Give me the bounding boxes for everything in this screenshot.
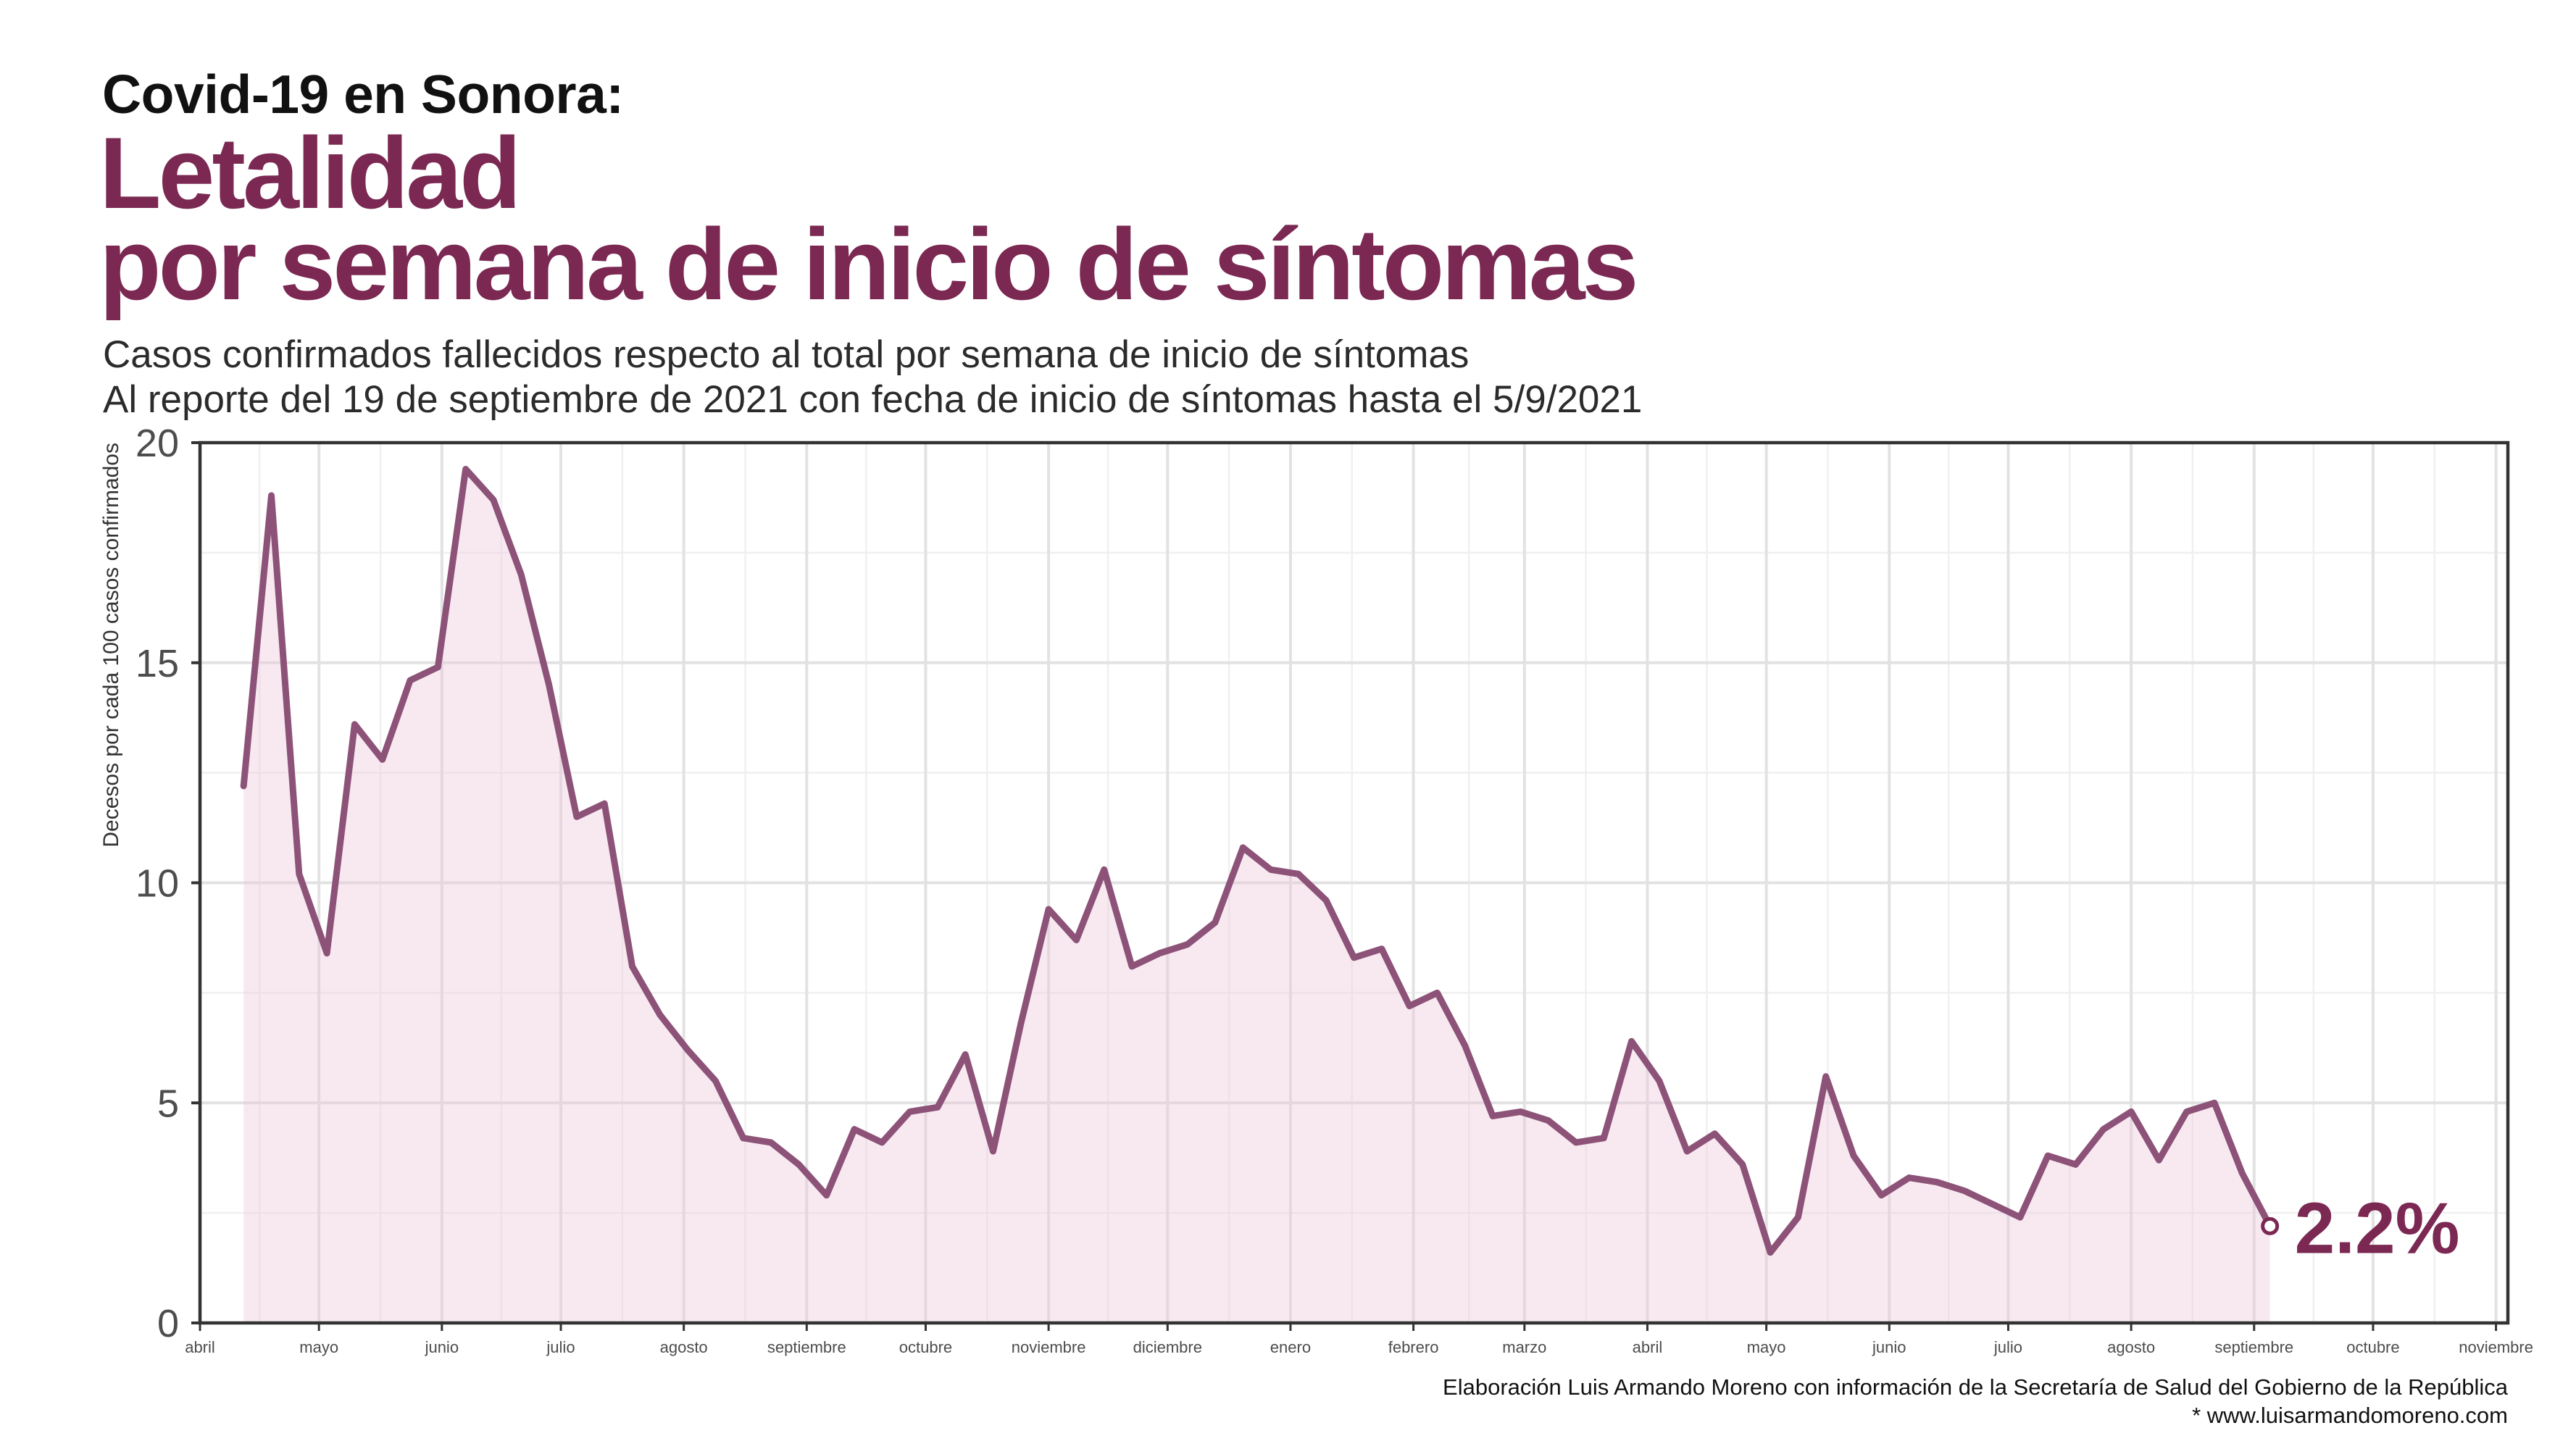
- x-tick-label: enero: [1270, 1338, 1311, 1356]
- x-tick-label: junio: [425, 1338, 459, 1356]
- x-tick-label: noviembre: [2459, 1338, 2533, 1356]
- x-tick-label: noviembre: [1012, 1338, 1086, 1356]
- x-tick-label: octubre: [899, 1338, 952, 1356]
- y-tick-label: 5: [157, 1082, 179, 1125]
- kicker-title: Covid-19 en Sonora:: [102, 64, 624, 125]
- series-area: [243, 469, 2270, 1324]
- main-title-line-2: por semana de inicio de síntomas: [99, 207, 1638, 321]
- end-value-label: 2.2%: [2295, 1187, 2460, 1269]
- series-line: [240, 465, 2274, 1256]
- caption-credit: Elaboración Luis Armando Moreno con info…: [1443, 1374, 2508, 1400]
- y-tick-label: 10: [136, 862, 179, 906]
- x-tick-label: julio: [546, 1338, 575, 1356]
- y-axis-title: Decesos por cada 100 casos confirmados: [99, 443, 123, 848]
- subtitle-line-2: Al reporte del 19 de septiembre de 2021 …: [103, 378, 1643, 421]
- x-tick-label: abril: [185, 1338, 215, 1356]
- x-tick-label: octubre: [2346, 1338, 2399, 1356]
- x-tick-label: septiembre: [2214, 1338, 2293, 1356]
- caption-website: * www.luisarmandomoreno.com: [2192, 1403, 2508, 1428]
- end-point-marker: [2261, 1216, 2280, 1235]
- x-tick-label: agosto: [2107, 1338, 2155, 1356]
- x-tick-label: mayo: [1747, 1338, 1786, 1356]
- y-tick-label: 15: [136, 642, 179, 685]
- x-tick-label: junio: [1872, 1338, 1906, 1356]
- x-tick-label: julio: [1993, 1338, 2022, 1356]
- x-tick-label: mayo: [299, 1338, 338, 1356]
- x-tick-label: diciembre: [1133, 1338, 1202, 1356]
- x-tick-label: septiembre: [767, 1338, 846, 1356]
- y-tick-label: 0: [157, 1302, 179, 1345]
- x-tick-label: febrero: [1388, 1338, 1439, 1356]
- y-tick-label: 20: [136, 422, 179, 465]
- x-tick-label: abril: [1633, 1338, 1663, 1356]
- x-tick-label: marzo: [1502, 1338, 1546, 1356]
- x-tick-label: agosto: [660, 1338, 708, 1356]
- main-title-line-1: Letalidad: [99, 116, 522, 230]
- subtitle-line-1: Casos confirmados fallecidos respecto al…: [103, 333, 1470, 376]
